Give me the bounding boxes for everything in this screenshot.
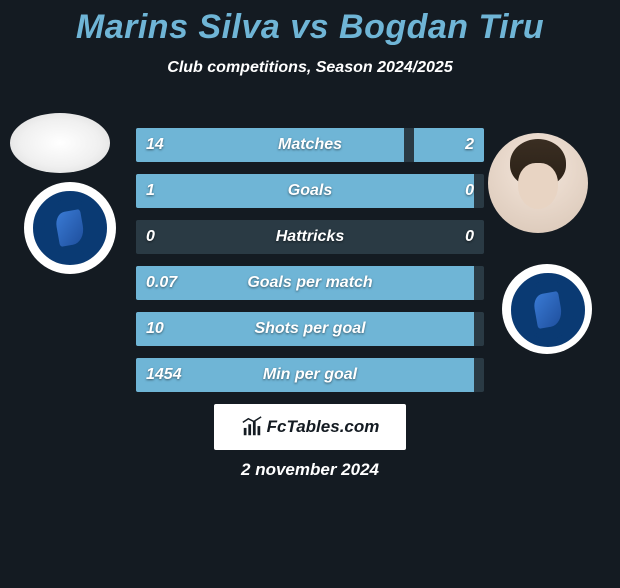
stat-right-value (464, 358, 484, 392)
branding-text: FcTables.com (267, 417, 380, 437)
stat-right-value: 0 (455, 220, 484, 254)
stat-right-value: 0 (455, 174, 484, 208)
stat-label: Goals per match (136, 266, 484, 300)
player-left-avatar (10, 113, 110, 173)
page-subtitle: Club competitions, Season 2024/2025 (0, 59, 620, 77)
player-left-club-badge (24, 182, 116, 274)
generated-date: 2 november 2024 (0, 460, 620, 480)
stat-row: 1454 Min per goal (136, 358, 484, 392)
stat-label: Shots per goal (136, 312, 484, 346)
stat-row: 0.07 Goals per match (136, 266, 484, 300)
club-crest-icon (29, 187, 111, 269)
comparison-rows: 14 Matches 2 1 Goals 0 0 Hattricks 0 0.0… (136, 128, 484, 404)
branding-badge[interactable]: FcTables.com (214, 404, 406, 450)
stat-label: Hattricks (136, 220, 484, 254)
stat-label: Matches (136, 128, 484, 162)
stat-label: Goals (136, 174, 484, 208)
player-right-avatar (488, 133, 588, 233)
player-right-club-badge (502, 264, 592, 354)
stat-label: Min per goal (136, 358, 484, 392)
stat-right-value (464, 312, 484, 346)
club-crest-icon (507, 269, 589, 351)
stat-right-value (464, 266, 484, 300)
stat-row: 0 Hattricks 0 (136, 220, 484, 254)
chart-icon (241, 416, 263, 438)
stat-row: 1 Goals 0 (136, 174, 484, 208)
stat-right-value: 2 (455, 128, 484, 162)
stat-row: 14 Matches 2 (136, 128, 484, 162)
page-title: Marins Silva vs Bogdan Tiru (0, 8, 620, 47)
stat-row: 10 Shots per goal (136, 312, 484, 346)
